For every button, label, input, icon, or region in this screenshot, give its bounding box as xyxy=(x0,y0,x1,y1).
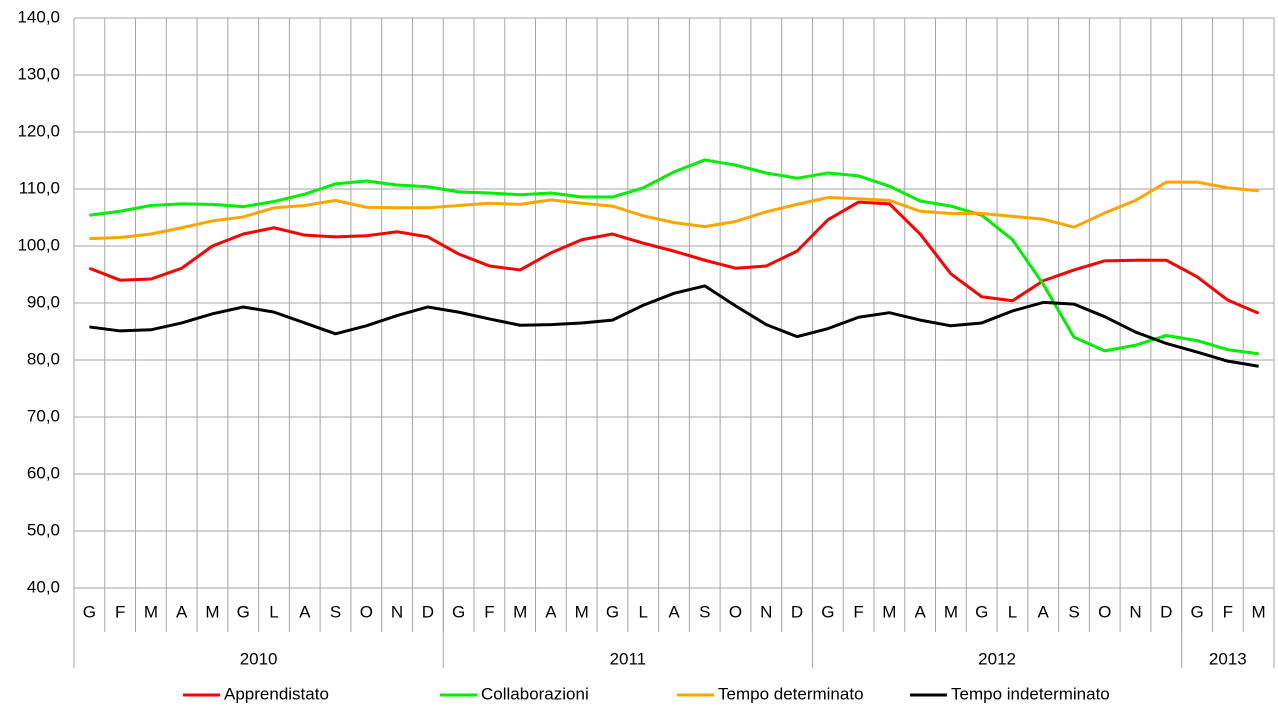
legend-label: Apprendistato xyxy=(224,684,329,703)
x-tick-label: S xyxy=(1068,602,1079,621)
x-tick-label: F xyxy=(1223,602,1233,621)
x-tick-label: F xyxy=(484,602,494,621)
x-group-label: 2010 xyxy=(240,649,278,668)
x-tick-label: G xyxy=(975,602,988,621)
x-tick-label: L xyxy=(1008,602,1017,621)
y-tick-label: 70,0 xyxy=(27,406,60,425)
x-tick-label: G xyxy=(821,602,834,621)
x-tick-label: M xyxy=(513,602,527,621)
legend-label: Tempo determinato xyxy=(718,684,864,703)
x-tick-label: G xyxy=(237,602,250,621)
series-line xyxy=(89,180,1259,241)
x-tick-label: N xyxy=(1129,602,1141,621)
y-tick-label: 140,0 xyxy=(17,7,60,26)
x-group-label: 2012 xyxy=(978,649,1016,668)
series-line xyxy=(89,284,1259,368)
x-group-label: 2011 xyxy=(610,649,647,668)
x-tick-label: A xyxy=(545,602,557,621)
y-tick-label: 40,0 xyxy=(27,577,60,596)
x-tick-label: M xyxy=(144,602,158,621)
x-tick-label: M xyxy=(575,602,589,621)
y-tick-label: 60,0 xyxy=(27,463,60,482)
x-tick-label: F xyxy=(853,602,863,621)
x-group-label: 2013 xyxy=(1209,649,1247,668)
y-tick-label: 90,0 xyxy=(27,292,60,311)
x-tick-label: G xyxy=(83,602,96,621)
legend-label: Tempo indeterminato xyxy=(951,684,1110,703)
x-tick-label: A xyxy=(914,602,926,621)
x-tick-label: N xyxy=(391,602,403,621)
y-tick-label: 130,0 xyxy=(17,64,60,83)
y-tick-label: 110,0 xyxy=(19,178,60,197)
x-tick-label: D xyxy=(422,602,434,621)
x-tick-label: L xyxy=(638,602,647,621)
x-tick-label: G xyxy=(1190,602,1203,621)
x-tick-label: M xyxy=(205,602,219,621)
x-tick-label: D xyxy=(1160,602,1172,621)
x-tick-label: O xyxy=(729,602,742,621)
x-tick-label: L xyxy=(269,602,278,621)
x-tick-label: O xyxy=(1098,602,1111,621)
x-tick-label: F xyxy=(115,602,125,621)
x-tick-label: D xyxy=(791,602,803,621)
x-tick-label: G xyxy=(606,602,619,621)
y-tick-label: 80,0 xyxy=(27,349,60,368)
x-tick-label: A xyxy=(1038,602,1050,621)
x-tick-label: S xyxy=(699,602,710,621)
x-tick-label: A xyxy=(299,602,311,621)
x-tick-label: A xyxy=(176,602,188,621)
x-tick-label: O xyxy=(360,602,373,621)
x-tick-label: S xyxy=(330,602,341,621)
x-tick-label: N xyxy=(760,602,772,621)
series-line xyxy=(88,200,1260,315)
series-line xyxy=(89,158,1259,356)
legend-label: Collaborazioni xyxy=(481,684,589,703)
y-tick-label: 120,0 xyxy=(17,121,60,140)
x-tick-label: M xyxy=(944,602,958,621)
y-tick-label: 100,0 xyxy=(17,235,60,254)
x-tick-label: M xyxy=(1252,602,1266,621)
x-tick-label: A xyxy=(668,602,680,621)
x-tick-label: G xyxy=(452,602,465,621)
x-tick-label: M xyxy=(882,602,896,621)
y-tick-label: 50,0 xyxy=(27,520,60,539)
